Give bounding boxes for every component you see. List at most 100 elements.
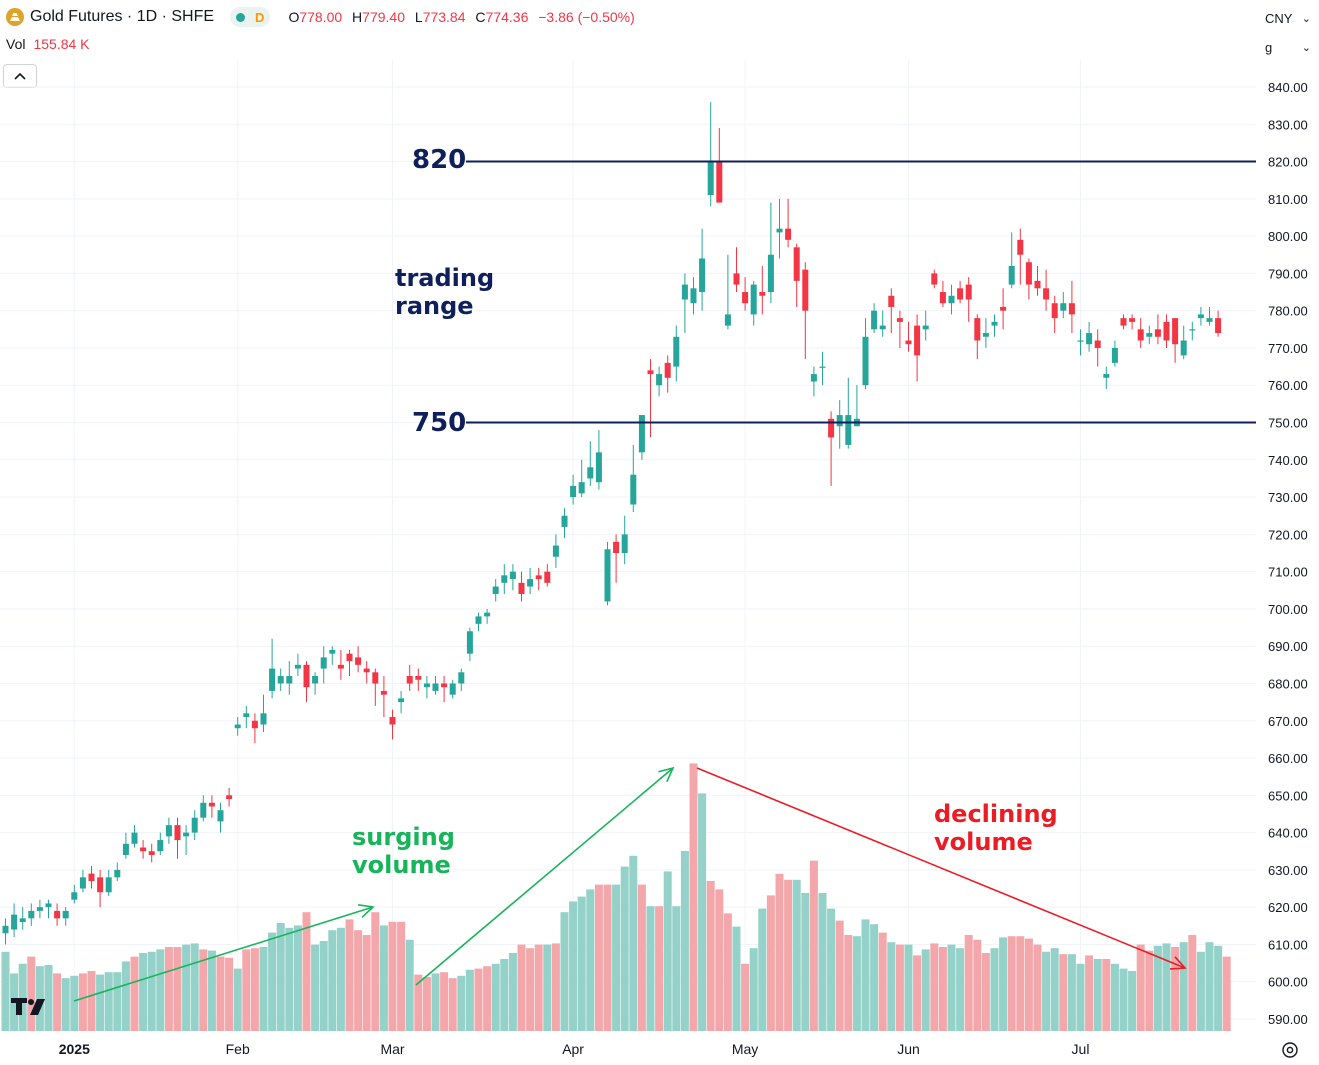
price-tick-label: 820.00: [1268, 155, 1308, 170]
settings-gear-icon[interactable]: [1280, 1040, 1300, 1060]
open-value: 778.00: [299, 9, 343, 25]
volume-bar: [1067, 954, 1076, 1031]
candle: [621, 515, 628, 565]
volume-bar: [362, 935, 371, 1031]
candle-body: [389, 717, 396, 725]
volume-bar: [715, 889, 724, 1031]
candle: [742, 277, 749, 311]
low-label: L: [414, 9, 423, 25]
candle: [905, 321, 912, 352]
price-tick-label: 680.00: [1268, 676, 1308, 691]
volume-bar: [887, 942, 896, 1031]
volume-bar: [1085, 955, 1094, 1031]
candle: [1120, 314, 1127, 330]
volume-bar: [749, 948, 758, 1031]
volume-bar: [259, 947, 268, 1031]
candle-body: [1043, 288, 1050, 300]
currency-select[interactable]: CNY ⌄: [1261, 6, 1315, 30]
candle-body: [1025, 262, 1032, 285]
candle: [54, 903, 61, 926]
candle-body: [1189, 329, 1196, 331]
volume-bar: [1102, 959, 1111, 1031]
candle-body: [458, 672, 465, 684]
candle: [767, 202, 774, 304]
price-axis[interactable]: 590.00 600.00 610.00 620.00 630.00 640.00 650.…: [1268, 80, 1308, 1027]
volume-bar: [216, 956, 225, 1031]
candle-body: [862, 336, 869, 386]
time-axis[interactable]: 2025 Feb Mar Apr May Jun Jul: [59, 1041, 1090, 1057]
candle: [1137, 318, 1144, 348]
volume-bar: [1007, 936, 1016, 1031]
volume-bar: [250, 948, 259, 1031]
arrow-head: [1169, 956, 1187, 970]
volume-bar: [182, 944, 191, 1031]
candle-body: [441, 683, 448, 688]
status-badges[interactable]: D: [230, 7, 271, 27]
price-tick-label: 670.00: [1268, 714, 1308, 729]
price-tick-label: 650.00: [1268, 788, 1308, 803]
horizontal-levels[interactable]: [466, 160, 1256, 424]
candle-body: [475, 616, 482, 624]
candle-body: [294, 664, 301, 669]
volume-bar: [801, 893, 810, 1031]
volume-bar: [113, 972, 122, 1031]
candle-body: [733, 273, 740, 285]
volume-bar: [1196, 951, 1205, 1031]
candle: [561, 508, 568, 539]
candlesticks: [2, 101, 1222, 945]
candle: [226, 787, 233, 807]
volume-bar: [500, 959, 509, 1031]
chevron-up-icon: [14, 72, 26, 80]
candle-body: [415, 676, 422, 680]
volume-bar: [809, 860, 818, 1031]
volume-bar: [440, 972, 449, 1031]
candle-body: [630, 474, 637, 505]
candle-body: [828, 418, 835, 438]
candle: [62, 907, 69, 926]
volume-bar: [1171, 947, 1180, 1031]
candle-body: [905, 340, 912, 345]
volume-bar: [345, 919, 354, 1031]
candle: [810, 366, 817, 397]
candle-body: [105, 877, 112, 893]
candle: [931, 269, 938, 289]
volume-bar: [268, 932, 277, 1031]
symbol-title[interactable]: Gold Futures · 1D · SHFE: [30, 8, 215, 25]
candle-body: [991, 321, 998, 326]
candle: [423, 676, 430, 699]
price-tick-label: 800.00: [1268, 229, 1308, 244]
declining-volume-label: declining volume: [934, 800, 1058, 856]
candle-body: [114, 869, 121, 878]
candle-body: [148, 851, 155, 855]
candle: [114, 862, 121, 882]
candle-body: [1094, 340, 1101, 348]
gold-symbol-icon: [6, 8, 24, 26]
volume-bar: [1110, 963, 1119, 1031]
candle-body: [570, 485, 577, 498]
candle-body: [183, 832, 190, 837]
volume-bar: [405, 939, 414, 1031]
volume-bar: [130, 956, 139, 1031]
candle-body: [982, 333, 989, 337]
candle-body: [372, 672, 379, 684]
time-tick-label: 2025: [59, 1041, 90, 1057]
unit-select[interactable]: g ⌄: [1261, 35, 1315, 59]
candle: [991, 314, 998, 337]
volume-value: 155.84 K: [33, 36, 90, 52]
candle: [819, 351, 826, 386]
volume-bar: [61, 978, 70, 1031]
candle-body: [845, 415, 852, 445]
candle-body: [208, 802, 215, 807]
candle: [974, 314, 981, 360]
price-tick-label: 690.00: [1268, 639, 1308, 654]
price-tick-label: 780.00: [1268, 304, 1308, 319]
candle: [587, 441, 594, 486]
volume-bar: [904, 944, 913, 1031]
high-value: 779.40: [362, 9, 405, 25]
arrow-line: [73, 906, 374, 1002]
candle: [1146, 325, 1153, 345]
time-tick-label: Jun: [897, 1041, 920, 1057]
chevron-down-icon: ⌄: [1301, 12, 1311, 25]
candle-body: [466, 631, 473, 654]
